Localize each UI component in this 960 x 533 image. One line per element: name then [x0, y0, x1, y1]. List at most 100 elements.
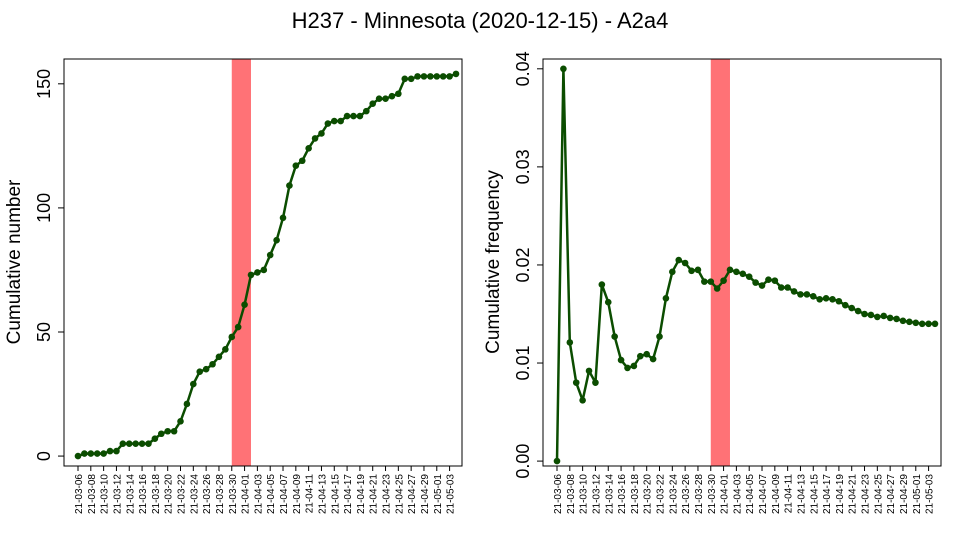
data-point: [656, 333, 663, 340]
data-point: [848, 304, 856, 312]
x-tick-label: 21-03-22: [656, 474, 667, 514]
x-tick-label: 21-03-10: [100, 474, 111, 514]
data-point: [74, 452, 82, 460]
x-tick-label: 21-04-01: [241, 474, 252, 514]
x-tick-label: 21-05-03: [446, 474, 457, 514]
x-tick-label: 21-03-20: [643, 474, 654, 514]
data-point: [292, 162, 300, 170]
series-line: [77, 72, 457, 458]
x-tick-label: 21-05-03: [925, 474, 936, 514]
x-tick-label: 21-04-27: [886, 474, 897, 514]
x-tick-label: 21-04-17: [343, 474, 354, 514]
data-point: [125, 440, 133, 447]
data-point: [797, 291, 804, 298]
data-point: [260, 266, 268, 274]
data-point: [234, 323, 242, 331]
x-tick-label: 21-04-03: [253, 474, 264, 514]
data-point: [829, 295, 836, 303]
data-point: [874, 313, 881, 321]
data-point: [918, 320, 926, 328]
data-point: [816, 295, 823, 303]
x-tick-label: 21-03-22: [177, 474, 188, 514]
data-point: [439, 73, 447, 80]
data-point: [446, 73, 453, 80]
data-point: [560, 65, 567, 73]
data-point: [119, 440, 127, 447]
data-point: [906, 318, 913, 326]
data-point: [87, 450, 95, 457]
data-point: [630, 362, 638, 370]
data-point: [228, 333, 236, 341]
data-point: [784, 284, 791, 291]
x-tick-label: 21-04-09: [292, 474, 303, 514]
data-point: [931, 320, 939, 328]
data-point: [433, 73, 441, 80]
data-point: [337, 117, 344, 125]
data-point: [880, 312, 888, 320]
page-title: H237 - Minnesota (2020-12-15) - A2a4: [291, 8, 669, 33]
data-point: [688, 267, 695, 275]
x-tick-label: 21-03-26: [681, 474, 692, 514]
y-tick-label: 0: [34, 451, 54, 461]
data-point: [305, 145, 312, 152]
data-point: [861, 310, 868, 318]
x-tick-label: 21-04-11: [784, 474, 795, 514]
data-point: [617, 356, 625, 364]
x-tick-label: 21-03-14: [604, 474, 615, 514]
data-point: [745, 273, 753, 281]
data-point: [624, 364, 631, 372]
x-tick-label: 21-03-14: [125, 474, 136, 514]
data-point: [842, 301, 849, 309]
data-point: [209, 360, 216, 368]
data-point: [912, 319, 920, 327]
data-point: [157, 430, 165, 438]
x-tick-label: 21-03-16: [138, 474, 149, 514]
x-tick-label: 21-03-30: [707, 474, 718, 514]
x-tick-label: 21-03-12: [591, 474, 602, 514]
data-point: [579, 396, 586, 404]
data-point: [356, 112, 364, 120]
y-tick-label: 0.04: [513, 51, 533, 86]
data-point: [925, 320, 932, 328]
data-point: [318, 130, 325, 137]
data-point: [414, 73, 421, 80]
data-point: [726, 266, 734, 274]
data-point: [382, 95, 389, 103]
y-tick-label: 0.00: [513, 444, 533, 479]
series-line: [555, 67, 935, 462]
data-point: [311, 135, 319, 142]
data-point: [177, 418, 184, 425]
data-point: [553, 457, 561, 465]
data-point: [145, 440, 152, 447]
x-tick-label: 21-03-18: [151, 474, 162, 514]
x-tick-label: 21-04-07: [279, 474, 290, 514]
data-point: [566, 339, 574, 346]
x-tick-label: 21-04-27: [407, 474, 418, 514]
data-point: [279, 214, 287, 222]
data-point: [720, 277, 727, 284]
plot-frame: [542, 58, 942, 467]
x-tick-label: 21-04-23: [861, 474, 872, 514]
data-point: [183, 400, 191, 408]
data-point: [266, 251, 274, 259]
x-tick-label: 21-04-19: [835, 474, 846, 514]
data-point: [324, 120, 332, 127]
x-tick-label: 21-03-28: [694, 474, 705, 514]
data-point: [106, 447, 114, 455]
data-point: [893, 315, 900, 323]
data-point: [420, 73, 428, 80]
data-point: [604, 298, 612, 306]
x-tick-label: 21-03-08: [566, 474, 577, 514]
data-point: [286, 182, 293, 189]
data-point: [777, 284, 785, 291]
data-point: [669, 268, 676, 276]
data-point: [611, 333, 618, 340]
data-point: [681, 259, 689, 267]
data-point: [854, 307, 862, 315]
data-point: [739, 270, 747, 278]
x-tick-label: 21-03-10: [579, 474, 590, 514]
x-tick-label: 21-03-20: [164, 474, 175, 514]
data-point: [190, 380, 197, 388]
